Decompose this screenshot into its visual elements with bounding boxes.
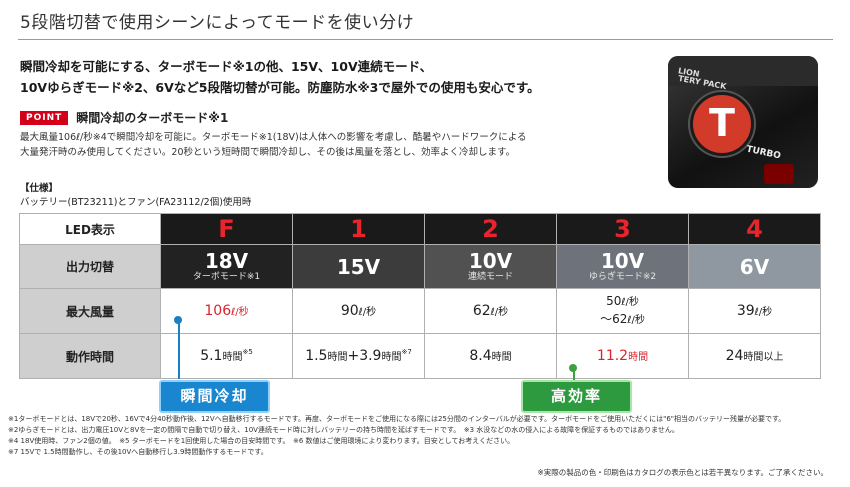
- point-heading: POINT 瞬間冷却のターボモード※1: [20, 109, 228, 126]
- airflow-cell: 39ℓ/秒: [688, 288, 821, 334]
- product-band: [668, 56, 818, 86]
- time-footnote: ※5: [242, 348, 253, 356]
- spec-table: LED表示 F 1 2 3 4 出力切替 18V ターボモード※1 15V 10…: [19, 213, 821, 379]
- row-label-led: LED表示: [19, 213, 161, 245]
- airflow-unit: ℓ/秒: [358, 307, 377, 318]
- mode-voltage: 18V: [204, 249, 249, 273]
- time-value: 11.2: [596, 348, 629, 364]
- mode-cell: 15V: [292, 244, 425, 289]
- mode-voltage: 10V: [600, 249, 645, 273]
- mode-cell: 10V 連続モード: [424, 244, 557, 289]
- time-footnote: ※7: [401, 348, 412, 356]
- airflow-value: 106: [204, 303, 232, 319]
- desc-line-2: 大量発汗時のみ使用してください。20秒という短時間で瞬間冷却し、その後は風量を落…: [20, 147, 516, 158]
- time-cell: 24時間以上: [688, 333, 821, 379]
- airflow-unit: ℓ/秒: [231, 307, 249, 318]
- time-cell: 11.2時間: [556, 333, 689, 379]
- footnotes: ※1ターボモードとは、18Vで20秒、16Vで4分40秒動作後、12Vへ自動移行…: [8, 414, 848, 458]
- airflow-value: 90: [340, 303, 359, 319]
- mode-voltage: 15V: [336, 254, 381, 279]
- row-label-mode: 出力切替: [19, 244, 161, 289]
- time-cell: 8.4時間: [424, 333, 557, 379]
- footnote: ※7 15Vで 1.5時間動作し、その後10Vへ自動移行し3.9時間動作するモー…: [8, 448, 268, 456]
- callout-connector-blue: [178, 319, 180, 379]
- airflow-cell: 106ℓ/秒: [160, 288, 293, 334]
- intro-text: 瞬間冷却を可能にする、ターボモード※1の他、15V、10V連続モード、 10Vゆ…: [20, 56, 540, 98]
- time-value-2: +3.9: [347, 348, 382, 364]
- point-description: 最大風量106ℓ/秒※4で瞬間冷却を可能に。ターボモード※1(18V)は人体への…: [20, 130, 526, 160]
- mode-cell: 10V ゆらぎモード※2: [556, 244, 689, 289]
- airflow-cell: 62ℓ/秒: [424, 288, 557, 334]
- turbo-letter: T: [709, 101, 735, 145]
- callout-dot-blue: [174, 316, 182, 324]
- time-row: 動作時間 5.1時間※5 1.5時間+3.9時間※7 8.4時間 11.2時間 …: [19, 333, 821, 379]
- time-cell: 5.1時間※5: [160, 333, 293, 379]
- airflow-unit: ℓ/秒: [490, 307, 509, 318]
- time-value: 24: [725, 348, 744, 364]
- mode-row: 出力切替 18V ターボモード※1 15V 10V 連続モード 10V ゆらぎモ…: [19, 244, 821, 289]
- time-unit: 時間: [628, 352, 649, 363]
- airflow-unit: ℓ/秒: [627, 315, 645, 326]
- airflow-value: 62: [472, 303, 491, 319]
- turbo-label: TURBO: [745, 144, 782, 162]
- battery-product-image: LION TERY PACK T TURBO: [668, 56, 818, 188]
- led-indicator: [764, 164, 794, 184]
- airflow-value: 50: [606, 294, 622, 308]
- callout-dot-green: [569, 364, 577, 372]
- airflow-value: 39: [736, 303, 755, 319]
- row-label-airflow: 最大風量: [19, 288, 161, 334]
- mode-sub: 連続モード: [467, 272, 513, 282]
- title-divider: [18, 39, 833, 40]
- airflow-cell: 90ℓ/秒: [292, 288, 425, 334]
- mode-cell: 6V: [688, 244, 821, 289]
- callout-instant-cooling: 瞬間冷却: [159, 380, 270, 413]
- time-unit: 時間: [222, 352, 243, 363]
- row-label-time: 動作時間: [19, 333, 161, 379]
- color-disclaimer: ※実際の製品の色・印刷色はカタログの表示色とは若干異なります。ご了承ください。: [537, 468, 828, 477]
- footnote: ※4 18V使用時、ファン2個の値。 ※5 ターボモードを1回使用した場合の目安…: [8, 437, 515, 445]
- time-value: 8.4: [469, 348, 492, 364]
- point-badge: POINT: [20, 110, 69, 125]
- callout-connector-green: [573, 368, 575, 380]
- desc-line-1: 最大風量106ℓ/秒※4で瞬間冷却を可能に。ターボモード※1(18V)は人体への…: [20, 132, 527, 143]
- intro-line-2: 10Vゆらぎモード※2、6Vなど5段階切替が可能。防塵防水※3で屋外での使用も安…: [20, 80, 540, 95]
- page-title: 5段階切替で使用シーンによってモードを使い分け: [20, 13, 415, 33]
- led-cell: 2: [424, 213, 557, 245]
- time-unit: 時間: [327, 352, 348, 363]
- led-cell: 1: [292, 213, 425, 245]
- time-unit: 時間以上: [743, 352, 784, 363]
- time-unit: 時間: [491, 352, 512, 363]
- time-value: 1.5: [305, 348, 328, 364]
- led-cell: 3: [556, 213, 689, 245]
- mode-sub: ゆらぎモード※2: [588, 272, 657, 282]
- led-row: LED表示 F 1 2 3 4: [19, 213, 821, 245]
- mode-voltage: 6V: [739, 254, 770, 279]
- mode-voltage: 10V: [468, 249, 513, 273]
- airflow-unit: ℓ/秒: [754, 307, 773, 318]
- led-cell: F: [160, 213, 293, 245]
- spec-subtitle: バッテリー(BT23211)とファン(FA23112/2個)使用時: [20, 197, 252, 208]
- callout-high-efficiency: 高効率: [521, 380, 632, 413]
- mode-cell: 18V ターボモード※1: [160, 244, 293, 289]
- airflow-cell: 50ℓ/秒 〜62ℓ/秒: [556, 288, 689, 334]
- footnote: ※2ゆらぎモードとは、出力電圧10Vと8Vを一定の間隔で自動で切り替え、10V連…: [8, 426, 679, 434]
- time-unit: 時間: [381, 352, 402, 363]
- airflow-value-max: 〜62: [600, 312, 628, 326]
- time-cell: 1.5時間+3.9時間※7: [292, 333, 425, 379]
- turbo-button-icon: T: [690, 92, 754, 156]
- led-cell: 4: [688, 213, 821, 245]
- airflow-unit: ℓ/秒: [621, 297, 639, 308]
- footnote: ※1ターボモードとは、18Vで20秒、16Vで4分40秒動作後、12Vへ自動移行…: [8, 415, 786, 423]
- mode-sub: ターボモード※1: [192, 272, 261, 282]
- point-title: 瞬間冷却のターボモード※1: [76, 111, 229, 125]
- time-value: 5.1: [200, 348, 223, 364]
- airflow-row: 最大風量 106ℓ/秒 90ℓ/秒 62ℓ/秒 50ℓ/秒 〜62ℓ/秒 39ℓ…: [19, 288, 821, 334]
- intro-line-1: 瞬間冷却を可能にする、ターボモード※1の他、15V、10V連続モード、: [20, 59, 433, 74]
- spec-label: 【仕様】: [20, 183, 59, 194]
